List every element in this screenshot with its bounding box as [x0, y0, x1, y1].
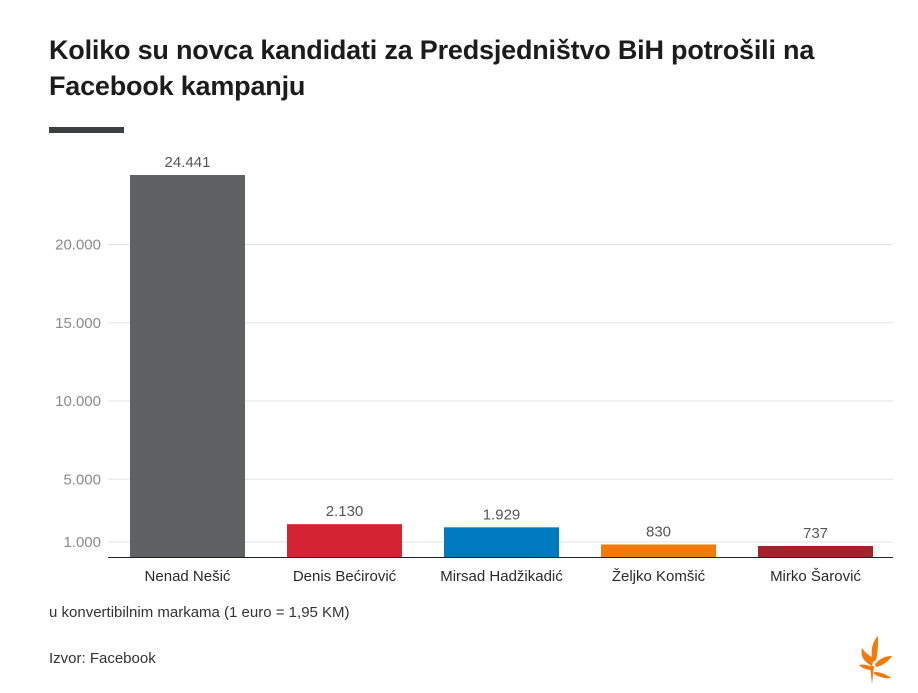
unit-note: u konvertibilnim markama (1 euro = 1,95 … [49, 604, 350, 621]
rferl-flame-logo-icon [859, 636, 892, 684]
x-tick-label: Mirsad Hadžikadić [440, 568, 563, 585]
x-tick-label: Željko Komšić [612, 568, 706, 585]
title-underline [49, 127, 124, 133]
y-tick-label: 1.000 [63, 534, 101, 551]
x-axis-tick-labels: Nenad Nešić Denis Bećirović Mirsad Hadžika… [145, 568, 862, 585]
y-tick-label: 20.000 [55, 237, 101, 254]
bar [444, 527, 559, 558]
bar-chart: 1.000 5.000 10.000 15.000 20.000 24.441 2.130… [55, 154, 893, 585]
source-note: Izvor: Facebook [49, 650, 156, 667]
x-tick-label: Denis Bećirović [293, 568, 397, 585]
y-axis-tick-labels: 1.000 5.000 10.000 15.000 20.000 [55, 237, 101, 551]
bar [287, 524, 402, 558]
y-tick-label: 10.000 [55, 393, 101, 410]
bar [130, 175, 245, 558]
y-tick-label: 5.000 [63, 471, 101, 488]
bar [758, 545, 873, 558]
bar-value-label: 737 [803, 525, 828, 542]
bars [130, 175, 873, 558]
x-tick-label: Nenad Nešić [145, 568, 231, 585]
y-tick-label: 15.000 [55, 315, 101, 332]
x-tick-label: Mirko Šarović [770, 568, 861, 585]
chart-title: Koliko su novca kandidati za Predsjedniš… [49, 35, 815, 101]
bar-value-label: 1.929 [483, 506, 521, 523]
bar-value-label: 24.441 [165, 154, 211, 171]
value-labels: 24.441 2.130 1.929 830 737 [165, 154, 828, 542]
bar [601, 544, 716, 558]
bar-value-label: 830 [646, 524, 671, 541]
bar-value-label: 2.130 [326, 503, 364, 520]
